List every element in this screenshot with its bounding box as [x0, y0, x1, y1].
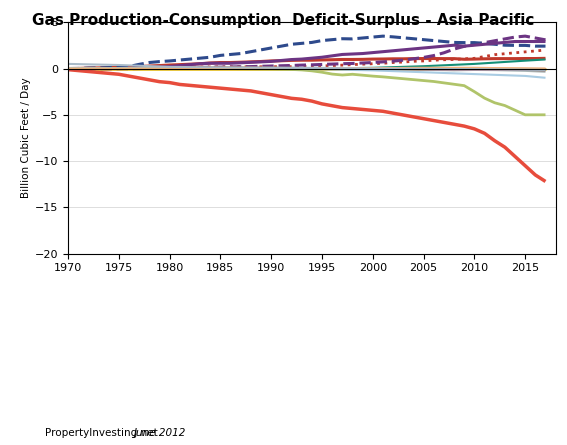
- Text: PropertyInvesting.net: PropertyInvesting.net: [45, 429, 162, 438]
- Text: Philippines: Philippines: [109, 364, 160, 373]
- Text: Japan: Japan: [365, 313, 391, 322]
- Text: Myanmar: Myanmar: [365, 330, 409, 339]
- Text: Gas Production-Consumption  Deficit-Surplus - Asia Pacific: Gas Production-Consumption Deficit-Surpl…: [32, 13, 535, 28]
- Text: Brunei: Brunei: [109, 279, 140, 288]
- Text: Malaysia: Malaysia: [109, 330, 151, 339]
- Text: India: India: [365, 296, 388, 305]
- Text: China Hong Kong: China Hong Kong: [109, 296, 191, 305]
- Text: China: China: [365, 279, 392, 288]
- Y-axis label: Billion Cubic Feet / Day: Billion Cubic Feet / Day: [20, 77, 31, 198]
- Text: June 2012: June 2012: [133, 429, 185, 438]
- Text: New Zealand: New Zealand: [109, 347, 172, 356]
- Text: Vietnam: Vietnam: [365, 398, 404, 407]
- Text: Other Asia Pacific: Other Asia Pacific: [109, 415, 193, 424]
- Text: Indonesia: Indonesia: [109, 313, 155, 322]
- Text: Australia: Australia: [109, 262, 151, 271]
- Text: Bangladesh: Bangladesh: [365, 262, 421, 271]
- Text: South Korea: South Korea: [109, 381, 167, 390]
- Text: Singapore: Singapore: [365, 364, 413, 373]
- Text: Pakistan: Pakistan: [365, 347, 405, 356]
- Text: Thailand: Thailand: [109, 398, 150, 407]
- Text: Taiwan: Taiwan: [365, 381, 397, 390]
